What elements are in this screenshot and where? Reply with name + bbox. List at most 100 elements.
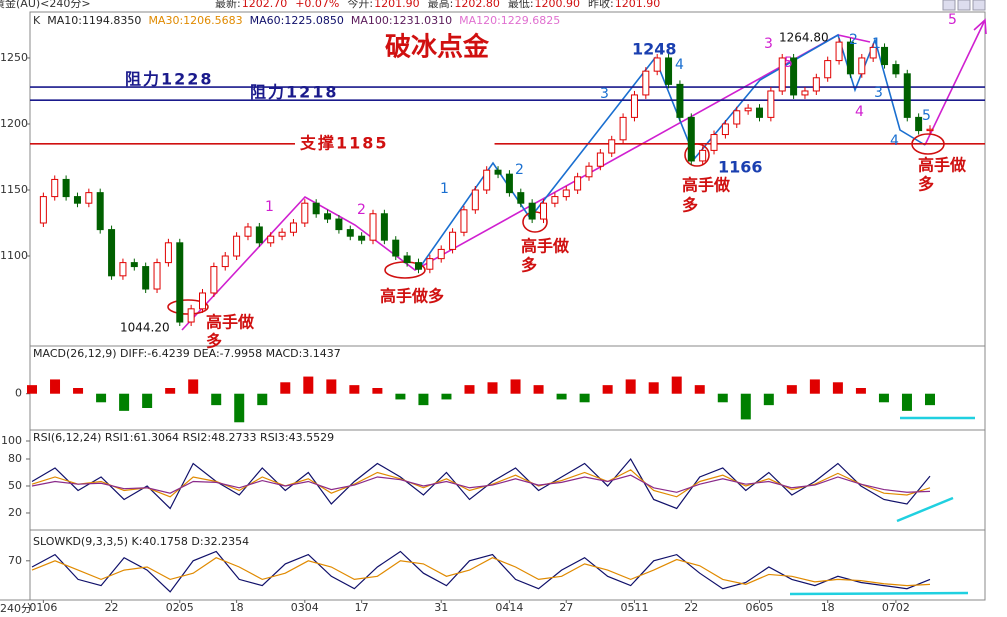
candle xyxy=(881,46,889,66)
annotation: 高手做多 xyxy=(380,287,444,306)
annotation: 1 xyxy=(265,199,274,215)
panel-title: RSI(6,12,24) RSI1:61.3064 RSI2:48.2733 R… xyxy=(33,431,334,444)
x-tick-label: 0605 xyxy=(745,601,773,614)
macd-bar xyxy=(487,382,498,394)
candle xyxy=(892,64,900,75)
candle xyxy=(199,292,207,310)
candle xyxy=(676,83,684,118)
macd-bar xyxy=(418,393,429,406)
candle xyxy=(153,262,161,290)
macd-bar xyxy=(464,385,475,394)
candle xyxy=(108,229,116,277)
candle xyxy=(551,196,559,204)
annotation: 多 xyxy=(521,256,537,275)
candle xyxy=(278,231,286,237)
annotation: 1 xyxy=(872,36,881,52)
annotation: 多 xyxy=(918,175,934,194)
macd-bar xyxy=(717,393,728,403)
candle xyxy=(130,262,138,268)
period: 240分 xyxy=(0,602,32,615)
annotation: 3 xyxy=(874,85,883,101)
candle xyxy=(73,196,81,204)
annotation: 多 xyxy=(682,196,698,215)
candle xyxy=(733,110,741,125)
candle xyxy=(267,235,275,244)
symbol: 黄金(AU)<240分> xyxy=(0,0,91,10)
quote-label: 昨收: xyxy=(588,0,614,10)
annotation: 高手做 xyxy=(682,176,731,195)
macd-bar xyxy=(694,385,705,394)
candle xyxy=(858,57,866,75)
annotation: 高手做 xyxy=(206,313,255,332)
x-tick-label: 0511 xyxy=(620,601,648,614)
annotation: 1044.20 xyxy=(120,321,170,335)
quote-value: 1201.90 xyxy=(615,0,661,10)
candle xyxy=(483,169,491,191)
candle xyxy=(505,173,513,194)
candle xyxy=(869,46,877,59)
macd-bar xyxy=(579,393,590,403)
annotation: 1248 xyxy=(632,40,677,59)
macd-bar xyxy=(211,393,222,406)
macd-bar xyxy=(50,379,61,394)
candle xyxy=(324,213,332,220)
macd-bar xyxy=(395,393,406,400)
macd-bar xyxy=(280,382,291,394)
candle xyxy=(244,226,252,237)
candle xyxy=(903,73,911,118)
candle xyxy=(85,192,93,204)
candle xyxy=(301,202,309,224)
y-tick-label: 1200 xyxy=(0,117,28,130)
macd-bar xyxy=(73,388,84,394)
y-tick-label: 100 xyxy=(1,434,22,447)
macd-bar xyxy=(602,385,613,394)
candle xyxy=(176,242,184,323)
candle xyxy=(596,152,604,167)
quote-value: +0.07% xyxy=(295,0,339,10)
macd-bar xyxy=(855,388,866,394)
x-tick-label: 18 xyxy=(230,601,244,614)
macd-bar xyxy=(142,393,153,408)
macd-bar xyxy=(27,385,37,394)
scroll-icons[interactable] xyxy=(942,0,986,11)
ma-legend: MA120:1229.6825 xyxy=(459,14,560,27)
candle xyxy=(255,226,263,244)
x-tick-label: 0702 xyxy=(882,601,910,614)
candle xyxy=(665,57,673,85)
macd-bar xyxy=(786,385,797,394)
macd-bar xyxy=(740,393,751,420)
annotation: 5 xyxy=(784,55,793,71)
x-tick-label: 27 xyxy=(559,601,573,614)
macd-bar xyxy=(257,393,268,406)
macd-bar xyxy=(878,393,889,403)
candle xyxy=(699,149,707,162)
candle xyxy=(426,258,434,270)
candle xyxy=(767,90,775,118)
candle xyxy=(471,189,479,211)
candle xyxy=(630,94,638,118)
annotation: 2 xyxy=(357,202,366,218)
level-label: 支撑1185 xyxy=(299,133,389,152)
candle xyxy=(414,262,422,270)
candle xyxy=(380,213,388,241)
candle xyxy=(437,248,445,260)
candle xyxy=(210,266,218,294)
candle xyxy=(619,116,627,141)
candle xyxy=(846,41,854,75)
candle xyxy=(312,202,320,215)
indicator-line xyxy=(31,557,931,587)
macd-bar xyxy=(671,376,682,394)
macd-bar xyxy=(349,385,360,394)
macd-bar xyxy=(832,382,843,394)
chart-title: 破冰点金 xyxy=(385,32,490,63)
x-tick-label: 22 xyxy=(105,601,119,614)
y-tick-label: 50 xyxy=(8,479,22,492)
panel-frames xyxy=(0,11,986,601)
level-label: 阻力1228 xyxy=(125,70,214,89)
annotation: 高手做 xyxy=(521,237,570,256)
ma-legend: MA30:1206.5683 xyxy=(148,14,242,27)
candle xyxy=(540,202,548,220)
candle xyxy=(915,116,923,132)
quote-label: 今开: xyxy=(347,0,373,10)
